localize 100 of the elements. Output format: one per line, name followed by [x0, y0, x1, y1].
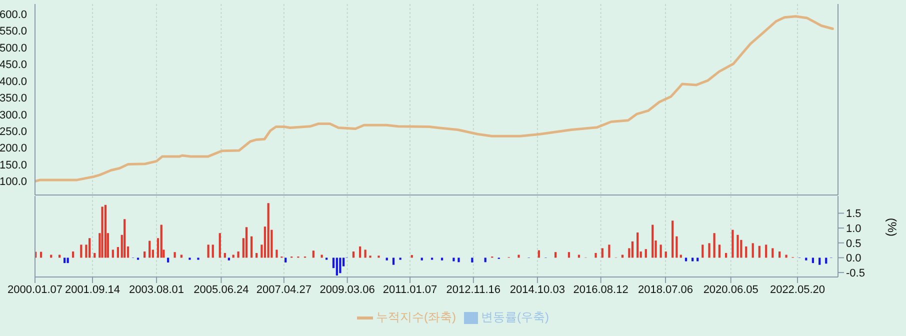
bar [58, 254, 61, 258]
y-tick-label: 500.0 [0, 42, 27, 54]
bar [696, 258, 699, 262]
bar [664, 251, 667, 258]
bar [518, 254, 520, 258]
bar [608, 244, 610, 258]
bar [420, 258, 423, 260]
x-tick-label: 2001.09.14 [64, 284, 120, 296]
bar [232, 254, 234, 258]
y-tick-label: 450.0 [0, 59, 27, 72]
bar [554, 252, 557, 258]
y-tick-label: 100.0 [0, 176, 27, 188]
bar [336, 258, 338, 276]
bar [250, 236, 253, 258]
bar [224, 252, 226, 258]
bar [101, 206, 104, 258]
bar [636, 232, 639, 258]
legend-label: 누적지수(좌축) [376, 309, 456, 326]
bar [652, 224, 654, 258]
bar [812, 258, 814, 264]
bar [180, 254, 182, 258]
bar [684, 258, 688, 262]
x-tick-label: 2005.06.24 [194, 284, 249, 296]
bar [736, 234, 739, 258]
bar [594, 252, 597, 258]
bar [410, 255, 413, 258]
y-tick-label: 150.0 [0, 159, 27, 172]
bar [745, 246, 748, 258]
x-tick-label: 2018.07.06 [638, 284, 694, 296]
bar [578, 254, 580, 258]
bar [359, 246, 362, 258]
bar [267, 203, 270, 258]
bar [676, 236, 678, 258]
bar [778, 251, 781, 258]
y2-tick-label: 1.0 [846, 222, 862, 235]
bar [104, 204, 106, 258]
bar [732, 230, 734, 258]
bar [66, 258, 69, 264]
bar [825, 258, 828, 264]
x-tick-label: 2014.10.03 [510, 284, 565, 296]
y-tick-label: 350.0 [0, 92, 27, 105]
x-tick-label: 2007.04.27 [256, 284, 312, 296]
bar [88, 238, 91, 258]
bar [352, 251, 354, 258]
bar [64, 258, 66, 264]
bar [484, 258, 486, 262]
bar [148, 240, 151, 258]
bar [167, 258, 170, 262]
bar [785, 254, 788, 258]
bar [245, 227, 248, 258]
bar [256, 252, 258, 258]
bar [312, 250, 314, 258]
bar [660, 244, 662, 258]
y-tick-label: 250.0 [0, 126, 27, 138]
bar [621, 254, 624, 258]
bar [386, 258, 388, 260]
bar [805, 258, 808, 260]
x-tick-label: 2009.03.06 [320, 284, 375, 296]
y2-tick-label: 1.5 [846, 208, 862, 220]
bar [237, 251, 240, 258]
y-tick-label: 300.0 [0, 109, 27, 122]
bar [320, 254, 323, 258]
y2-tick-label: 0.0 [846, 252, 862, 265]
bar [631, 241, 634, 258]
y-tick-label: 600.0 [0, 8, 27, 21]
bar [174, 252, 176, 258]
bar [284, 258, 287, 262]
bar [752, 243, 754, 258]
y2-tick-label: -0.5 [846, 267, 865, 280]
bar [50, 254, 52, 258]
x-tick-label: 2022.05.20 [770, 284, 826, 296]
bar [452, 258, 455, 262]
bar [765, 244, 768, 258]
bar [218, 233, 221, 258]
bar [94, 252, 96, 258]
bar [212, 244, 214, 258]
y-tick-label: 400.0 [0, 76, 27, 88]
bar [601, 248, 604, 258]
y-tick-label: 550.0 [0, 26, 27, 38]
bar [680, 254, 682, 258]
bar [702, 244, 704, 258]
bar [725, 252, 728, 258]
bar [144, 251, 146, 258]
bar [772, 248, 774, 258]
bar [718, 244, 720, 258]
bar [708, 243, 710, 258]
bar [124, 219, 126, 258]
bar [458, 258, 460, 262]
text: 변동률(우축) [481, 309, 549, 326]
bar [758, 246, 760, 258]
bar [818, 258, 821, 265]
bar [112, 250, 114, 258]
x-tick-label: 2020.06.05 [703, 284, 758, 296]
y2-axis-title: (%) [884, 218, 899, 236]
bar [339, 258, 342, 274]
x-tick-label: 2003.08.01 [128, 284, 184, 296]
bar [276, 250, 278, 258]
bar [692, 258, 694, 262]
bar [392, 258, 395, 265]
x-tick-label: 2011.01.07 [382, 284, 438, 296]
